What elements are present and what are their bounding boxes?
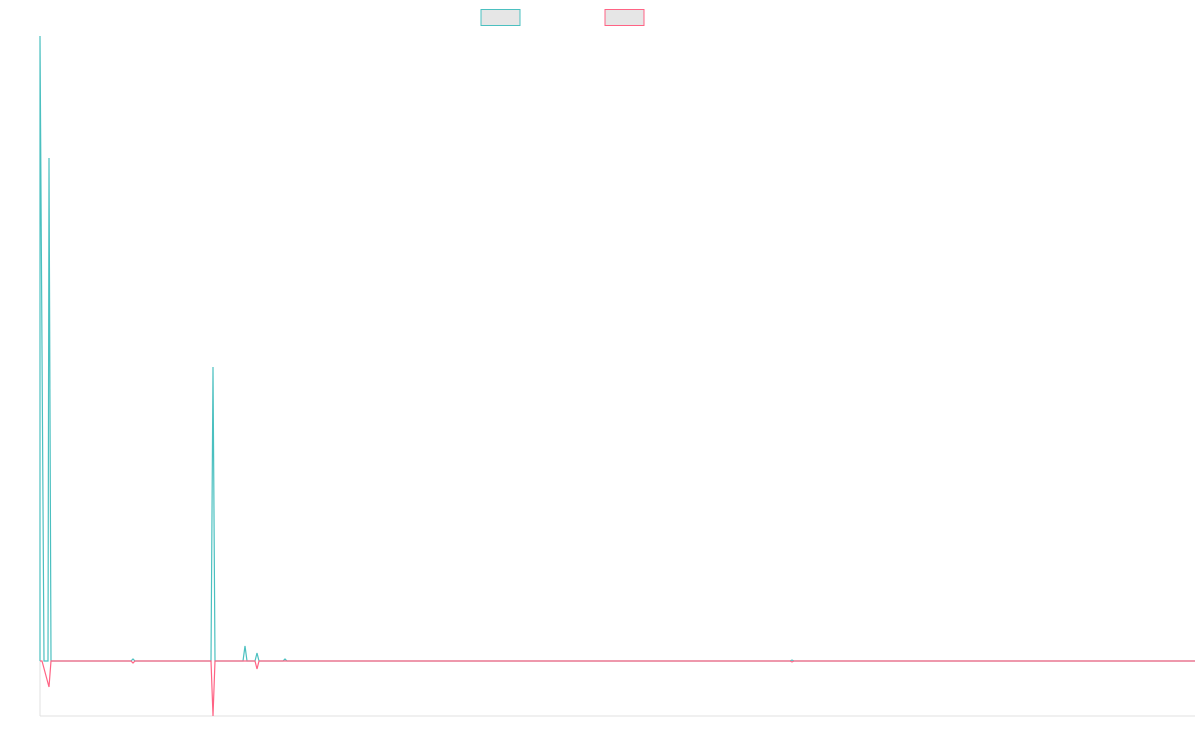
series-line-1 xyxy=(39,35,1195,662)
legend-swatch-2[interactable] xyxy=(604,9,645,26)
legend-swatch-1[interactable] xyxy=(480,9,521,26)
legend xyxy=(480,9,645,26)
series-layer xyxy=(39,35,1195,717)
series-line-2 xyxy=(40,660,1195,717)
